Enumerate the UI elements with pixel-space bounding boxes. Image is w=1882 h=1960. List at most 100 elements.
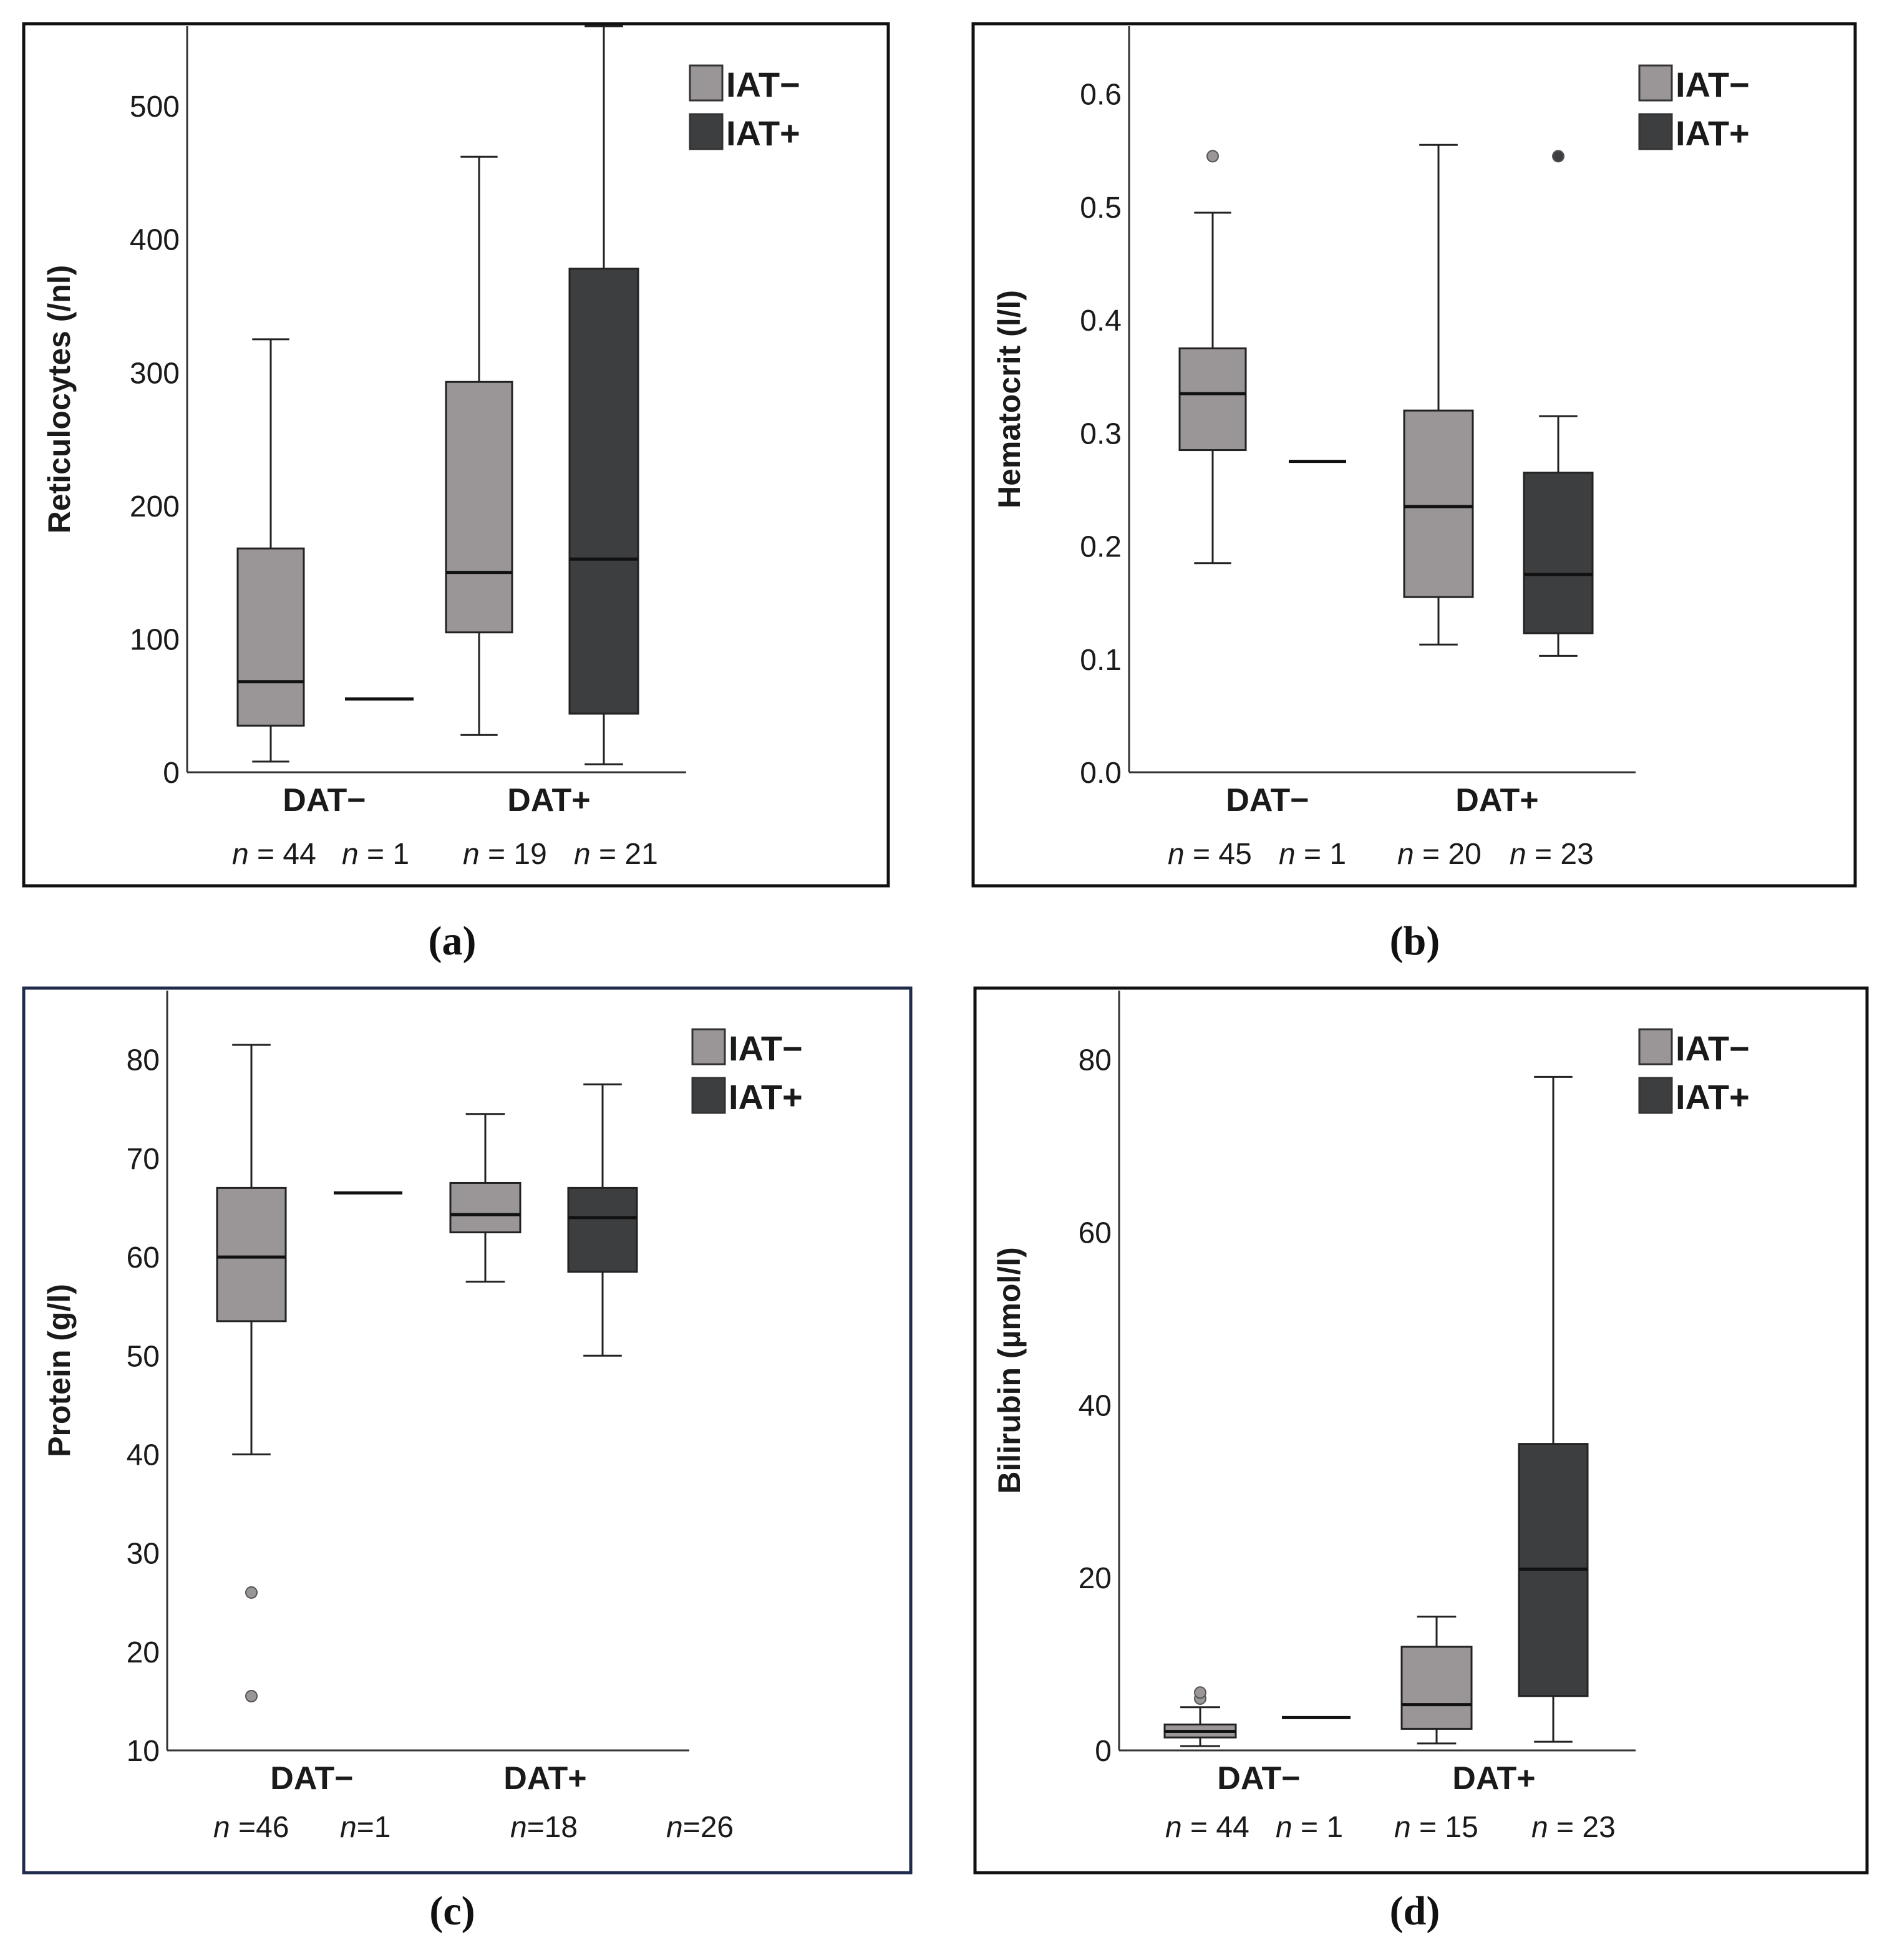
- panel-frame: [22, 986, 913, 1875]
- n-label: n=1: [340, 1811, 390, 1844]
- legend-label: IAT+: [1676, 1077, 1750, 1117]
- n-symbol: n: [1165, 1811, 1182, 1844]
- group-label: DAT+: [1452, 1760, 1535, 1797]
- panel-caption: (c): [429, 1888, 475, 1934]
- outlier-point: [1552, 150, 1564, 163]
- group-label: DAT+: [503, 1760, 586, 1797]
- panel-caption: (d): [1390, 1888, 1440, 1934]
- outlier-point: [1194, 1686, 1206, 1699]
- legend-swatch-iat-neg: [689, 64, 724, 102]
- y-tick-label: 0.3: [1080, 417, 1122, 450]
- n-value: = 1: [359, 838, 409, 871]
- n-value: = 23: [1526, 838, 1594, 871]
- y-tick-label: 0.6: [1080, 79, 1122, 112]
- legend-swatch-iat-neg: [1638, 1028, 1673, 1065]
- n-value: = 19: [480, 838, 547, 871]
- n-value: =1: [357, 1811, 391, 1844]
- group-label: DAT−: [1226, 782, 1309, 818]
- n-label: n = 44: [232, 838, 316, 871]
- legend-label: IAT−: [1676, 1029, 1750, 1068]
- n-symbol: n: [1279, 838, 1296, 871]
- n-label: n = 19: [463, 838, 547, 871]
- n-value: =46: [230, 1811, 289, 1844]
- legend-label: IAT+: [1676, 114, 1750, 153]
- panel-frame: [22, 22, 890, 888]
- legend-swatch-iat-neg: [1638, 64, 1673, 102]
- y-tick-label: 0.0: [1080, 757, 1122, 790]
- n-label: n = 23: [1531, 1811, 1616, 1844]
- panel-a: 0 100 200 300 400 500 Reticulocytes (/nl) DAT− D…: [22, 22, 890, 964]
- n-value: = 21: [591, 838, 658, 871]
- panel-d: 0 20 40 60 80 Bilirubin (µmol/l) DAT− DAT+ n = 4…: [973, 986, 1869, 1934]
- y-axis-title: Bilirubin (µmol/l): [992, 1247, 1027, 1493]
- legend-swatch-iat-pos: [1638, 1077, 1673, 1114]
- outlier-point: [245, 1690, 258, 1702]
- n-label: n = 44: [1165, 1811, 1249, 1844]
- y-tick-label: 40: [1079, 1389, 1112, 1422]
- group-label: DAT−: [283, 782, 366, 818]
- panel-b: 0.0 0.1 0.2 0.3 0.4 0.5 0.6 Hematocrit (l/l) DAT…: [971, 22, 1857, 964]
- group-label: DAT+: [507, 782, 590, 818]
- n-symbol: n: [666, 1811, 683, 1844]
- panel-frame: [973, 986, 1869, 1875]
- box-dat-pos-iat-neg: [1400, 1615, 1473, 1745]
- n-label: n = 15: [1394, 1811, 1478, 1844]
- group-label: DAT−: [1217, 1760, 1300, 1797]
- n-label: n = 1: [342, 838, 409, 871]
- y-tick-label: 80: [127, 1044, 160, 1077]
- n-value: = 1: [1293, 1811, 1343, 1844]
- box-iqr: [445, 381, 513, 634]
- n-label: n = 1: [1279, 838, 1346, 871]
- box-iqr: [1178, 347, 1247, 452]
- legend-label: IAT−: [1676, 65, 1750, 104]
- y-tick-label: 30: [127, 1538, 160, 1571]
- n-label: n = 21: [574, 838, 658, 871]
- n-symbol: n: [342, 838, 359, 871]
- n-value: = 44: [249, 838, 316, 871]
- legend-label: IAT+: [729, 1077, 803, 1117]
- y-tick-label: 10: [127, 1735, 160, 1768]
- n-value: = 1: [1296, 838, 1346, 871]
- legend-swatch-iat-neg: [691, 1028, 726, 1065]
- y-tick-label: 0.2: [1080, 531, 1122, 564]
- y-tick-label: 0: [1095, 1735, 1112, 1768]
- box-iqr: [1400, 1646, 1473, 1730]
- y-tick-label: 400: [130, 224, 180, 257]
- y-tick-label: 300: [130, 357, 180, 390]
- y-tick-label: 60: [127, 1241, 160, 1274]
- n-symbol: n: [574, 838, 591, 871]
- n-symbol: n: [1276, 1811, 1293, 1844]
- group-label: DAT−: [270, 1760, 353, 1797]
- box-iqr: [1403, 409, 1474, 598]
- n-symbol: n: [1168, 838, 1185, 871]
- y-tick-label: 70: [127, 1143, 160, 1176]
- box-dat-pos-iat-neg: [449, 1113, 521, 1283]
- n-value: = 23: [1548, 1811, 1616, 1844]
- y-tick-label: 60: [1079, 1217, 1112, 1250]
- box-dat-neg-iat-neg: [1178, 150, 1247, 565]
- n-label: n =46: [213, 1811, 289, 1844]
- y-tick-label: 500: [130, 90, 180, 124]
- box-dat-neg-iat-neg: [236, 338, 305, 763]
- y-tick-label: 80: [1079, 1044, 1112, 1077]
- box-iqr: [216, 1186, 287, 1322]
- n-value: = 44: [1182, 1811, 1249, 1844]
- n-label: n=26: [666, 1811, 734, 1844]
- legend-swatch-iat-pos: [1638, 113, 1673, 150]
- box-dat-pos-iat-pos: [1518, 1075, 1589, 1743]
- y-axis-title: Reticulocytes (/nl): [42, 265, 77, 534]
- panel-caption: (b): [1390, 918, 1440, 964]
- panel-caption: (a): [429, 918, 477, 964]
- panel-frame: [971, 22, 1857, 888]
- n-symbol: n: [1397, 838, 1414, 871]
- box-iqr: [568, 268, 639, 715]
- y-tick-label: 0.4: [1080, 304, 1122, 337]
- y-tick-label: 100: [130, 623, 180, 656]
- panel-c: 10 20 30 40 50 60 70 80 Protein (g/l) DAT− DAT+ n =…: [22, 986, 913, 1934]
- n-label: n = 1: [1276, 1811, 1343, 1844]
- legend-label: IAT−: [726, 65, 800, 104]
- box-dat-neg-iat-neg: [216, 1044, 287, 1702]
- y-axis-title: Hematocrit (l/l): [992, 290, 1027, 508]
- n-symbol: n: [340, 1811, 357, 1844]
